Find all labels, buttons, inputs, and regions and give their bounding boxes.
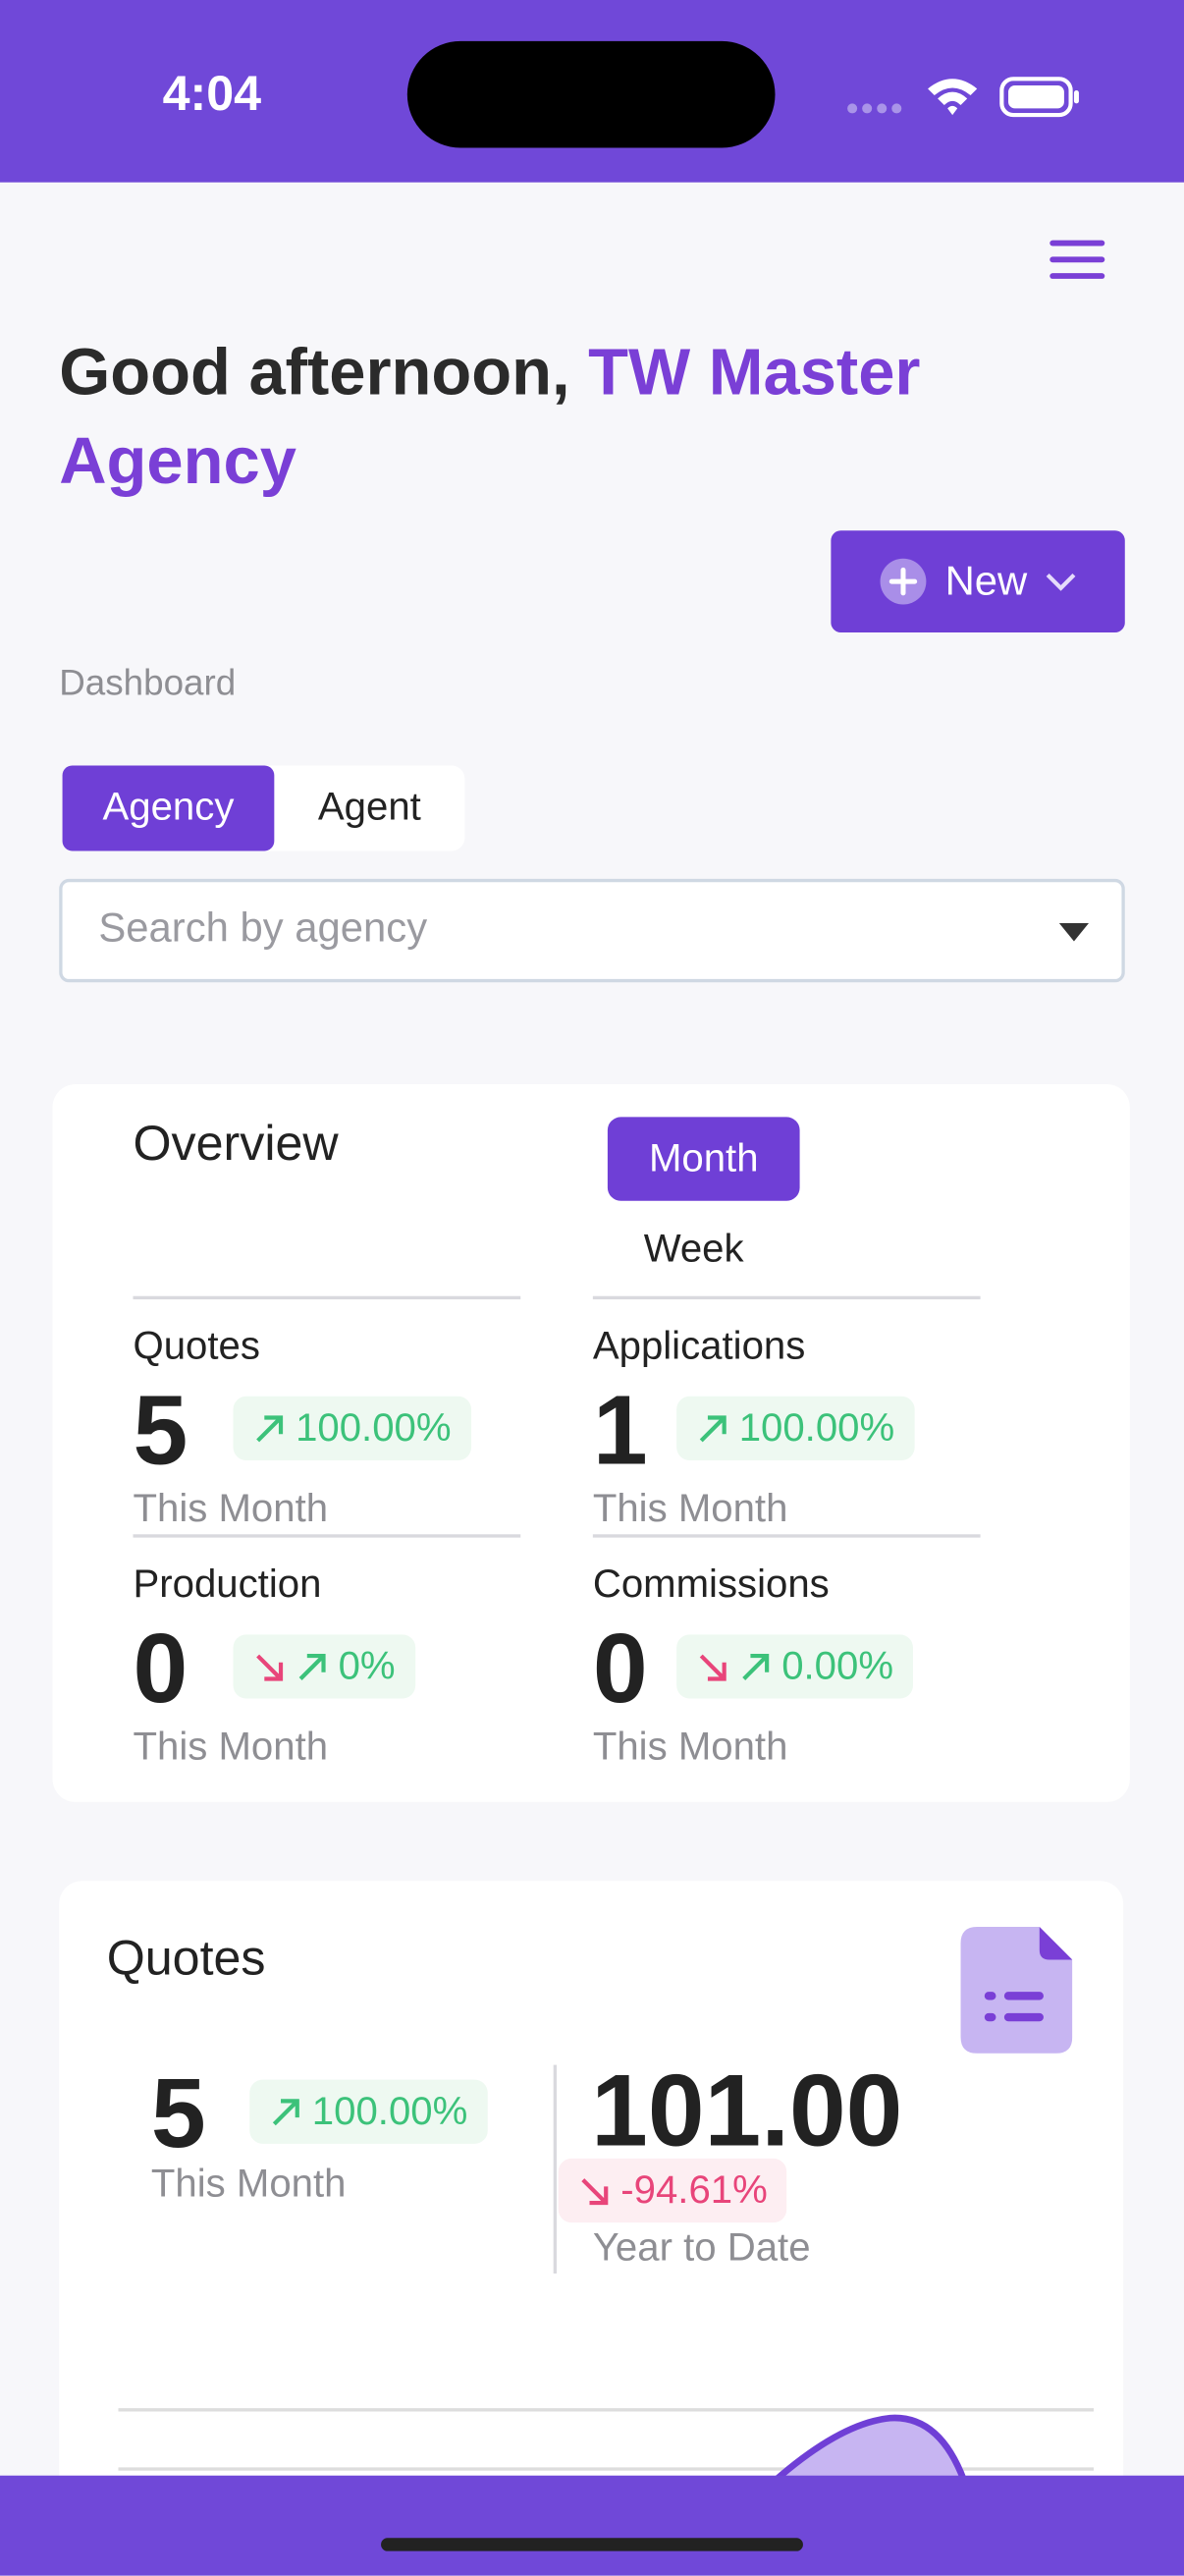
divider bbox=[592, 1295, 981, 1300]
stat-value: 0 bbox=[133, 1613, 188, 1724]
period-label: This Month bbox=[150, 2162, 347, 2207]
arrow-path bbox=[256, 1653, 284, 1680]
new-button[interactable]: New bbox=[831, 530, 1125, 632]
tab-agent[interactable]: Agent bbox=[317, 785, 421, 830]
greeting-text: Good afternoon, bbox=[59, 336, 570, 410]
change-text: 0.00% bbox=[781, 1643, 894, 1688]
change-text: 100.00% bbox=[311, 2088, 468, 2133]
quotes-chart bbox=[118, 2408, 1095, 2485]
search-placeholder: Search by agency bbox=[98, 904, 428, 952]
change-badge: 100.00% bbox=[676, 1396, 915, 1461]
arrow-down bbox=[581, 2177, 609, 2205]
change-badge: 100.00% bbox=[233, 1396, 471, 1461]
period-week[interactable]: Week bbox=[643, 1227, 744, 1272]
arrow-path bbox=[699, 1414, 727, 1442]
dropdown-arrow bbox=[1058, 923, 1089, 942]
stat-value: 0 bbox=[592, 1613, 648, 1724]
new-label: New bbox=[944, 557, 1028, 604]
chevron bbox=[1045, 573, 1075, 591]
change-text: -94.61% bbox=[620, 2167, 768, 2213]
section-label: Dashboard bbox=[59, 662, 237, 703]
search-select[interactable] bbox=[59, 878, 1125, 983]
arrow-up bbox=[699, 1414, 727, 1442]
divider bbox=[553, 2064, 558, 2274]
tab-agency[interactable]: Agency bbox=[62, 765, 275, 851]
stat-label: Production bbox=[133, 1562, 322, 1607]
greeting: Good afternoon, TW Master Agency bbox=[59, 329, 1077, 507]
period-label: Year to Date bbox=[592, 2225, 811, 2271]
stat-label: Quotes bbox=[133, 1324, 260, 1369]
quotes-ytd-value: 101.00 bbox=[591, 2055, 903, 2168]
clock: 4:04 bbox=[162, 67, 262, 122]
arrow-up bbox=[742, 1653, 770, 1680]
change-badge: 0.00% bbox=[676, 1634, 914, 1699]
stat-period: This Month bbox=[133, 1486, 329, 1531]
arrow-path bbox=[298, 1653, 326, 1680]
overview-title: Overview bbox=[133, 1117, 339, 1172]
arrow-up bbox=[298, 1653, 326, 1680]
change-badge: 0% bbox=[233, 1634, 415, 1699]
dynamic-island bbox=[406, 40, 776, 148]
plus-icon bbox=[881, 558, 928, 605]
bottom-bar bbox=[0, 2475, 1184, 2576]
status-icons bbox=[847, 77, 1079, 118]
quotes-month-value: 5 bbox=[150, 2057, 206, 2168]
arrow-up bbox=[256, 1414, 284, 1442]
stat-period: This Month bbox=[133, 1725, 329, 1770]
divider bbox=[133, 1534, 521, 1538]
arrow-up bbox=[272, 2098, 299, 2125]
period-month[interactable]: Month bbox=[607, 1117, 800, 1201]
change-badge: 100.00% bbox=[249, 2079, 488, 2144]
stat-period: This Month bbox=[592, 1725, 788, 1770]
arrow-down bbox=[699, 1653, 727, 1680]
change-text: 100.00% bbox=[296, 1404, 452, 1451]
stat-period: This Month bbox=[592, 1486, 788, 1531]
change-badge: -94.61% bbox=[558, 2158, 787, 2223]
document-icon bbox=[960, 1927, 1073, 2054]
stat-value: 1 bbox=[592, 1375, 648, 1486]
stat-label: Applications bbox=[592, 1324, 806, 1369]
stat-label: Commissions bbox=[592, 1562, 830, 1607]
agency-name: TW Master Agency bbox=[59, 336, 921, 498]
arrow-down bbox=[256, 1653, 284, 1680]
arrow-path bbox=[742, 1653, 770, 1680]
menu-button[interactable] bbox=[1048, 239, 1106, 281]
arrow-path bbox=[699, 1653, 727, 1680]
change-text: 100.00% bbox=[738, 1404, 895, 1451]
divider bbox=[592, 1534, 981, 1538]
change-text: 0% bbox=[338, 1643, 396, 1688]
stat-value: 5 bbox=[133, 1375, 188, 1486]
divider bbox=[133, 1295, 521, 1300]
overview-card bbox=[52, 1083, 1130, 1802]
arrow-path bbox=[256, 1414, 284, 1442]
quotes-title: Quotes bbox=[106, 1932, 266, 1987]
home-indicator bbox=[381, 2538, 803, 2551]
